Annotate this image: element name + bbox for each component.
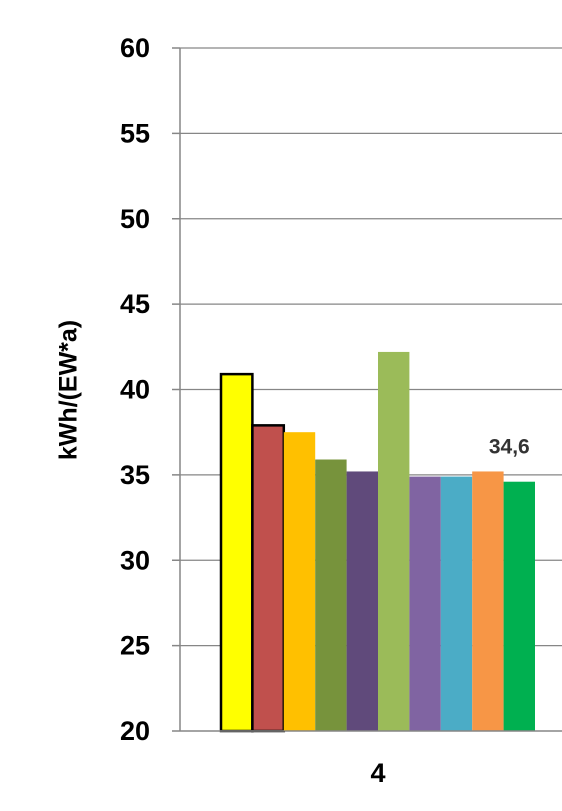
- y-tick-label: 20: [120, 716, 150, 746]
- bar-series-5: [346, 471, 378, 731]
- bar-series-7: [409, 476, 441, 731]
- bar-series-10: [503, 481, 535, 731]
- y-axis-title: kWh/(EW*a): [55, 320, 83, 460]
- y-tick-label: 55: [120, 118, 150, 148]
- y-tick-label: 60: [120, 33, 150, 63]
- data-label: 34,6: [489, 436, 530, 459]
- y-tick-label: 25: [120, 631, 150, 661]
- bars: [219, 351, 535, 733]
- bar-series-1: [219, 372, 254, 733]
- bar-series-9: [472, 471, 504, 731]
- x-tick-labels: 4: [370, 758, 385, 788]
- y-tick-labels: 20 25 30 35 40 45 50 55 60: [120, 33, 150, 746]
- y-tick-label: 40: [120, 375, 150, 405]
- y-tick-label: 30: [120, 545, 150, 575]
- bar-series-6: [378, 351, 410, 731]
- bar-series-3: [283, 432, 316, 731]
- y-tick-label: 50: [120, 204, 150, 234]
- y-tick-label: 45: [120, 289, 150, 319]
- data-labels: 34,6: [489, 436, 530, 459]
- bar-series-2: [251, 424, 286, 733]
- y-tick-label: 35: [120, 460, 150, 490]
- x-tick-label: 4: [370, 758, 385, 788]
- bar-series-8: [440, 476, 473, 731]
- bar-series-4: [315, 459, 347, 731]
